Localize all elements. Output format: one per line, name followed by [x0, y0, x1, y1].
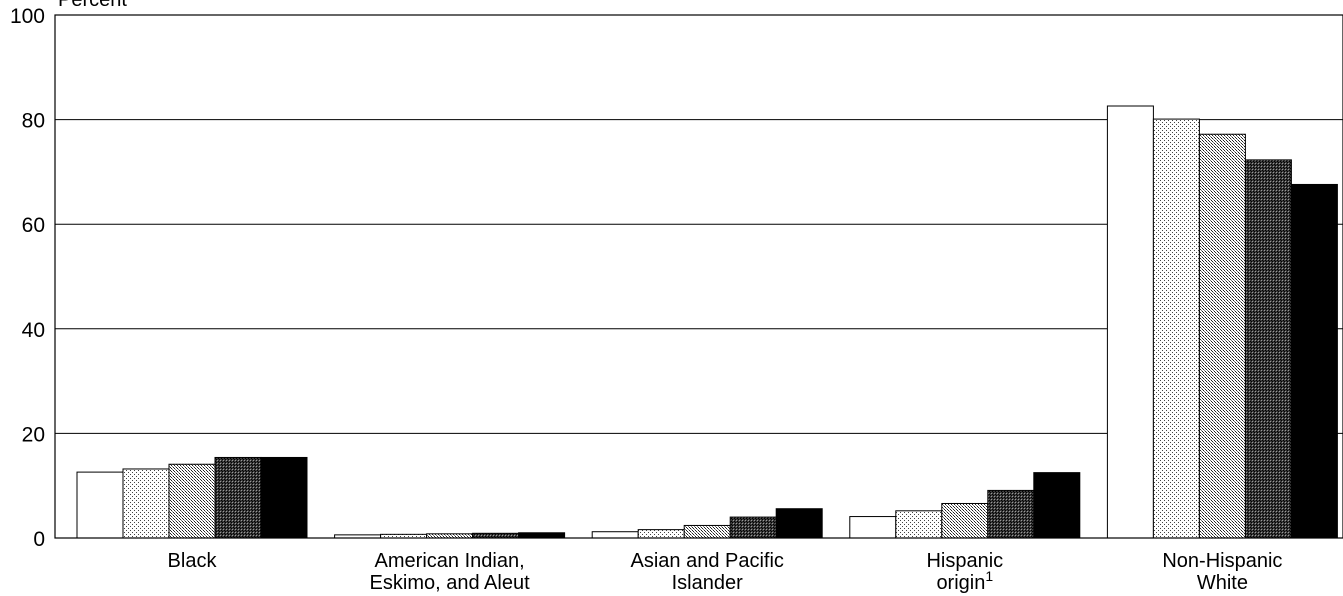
bar — [214, 456, 262, 539]
bar — [1033, 472, 1081, 539]
category-label: Eskimo, and Aleut — [370, 572, 531, 594]
bar — [1198, 133, 1246, 539]
bar — [591, 531, 639, 539]
bars — [76, 105, 1338, 539]
category-label: Black — [168, 550, 218, 572]
bar — [987, 489, 1035, 539]
footnote-marker: 1 — [985, 568, 993, 584]
category-label: White — [1197, 572, 1248, 594]
y-axis-ticks: 0 20 40 60 80 100 — [10, 5, 45, 551]
bar — [260, 456, 308, 539]
category-label: American Indian, — [375, 550, 525, 572]
y-tick-label: 0 — [33, 528, 45, 551]
category-label: Hispanic — [926, 550, 1003, 572]
bar — [849, 516, 897, 539]
bar — [1106, 105, 1154, 539]
bar — [518, 532, 566, 539]
bar — [895, 510, 943, 539]
bar — [637, 529, 685, 539]
y-tick-label: 60 — [22, 214, 45, 237]
bar — [426, 533, 474, 539]
y-axis-label: Percent — [58, 0, 127, 11]
bar — [729, 516, 777, 539]
bar — [1290, 183, 1338, 539]
bar — [941, 502, 989, 539]
y-tick-label: 20 — [22, 423, 45, 446]
bar — [472, 532, 520, 539]
bar — [1244, 159, 1292, 539]
category-label: Islander — [672, 572, 743, 594]
bar — [122, 468, 170, 539]
category-label: Non-Hispanic — [1162, 550, 1282, 572]
bar — [775, 508, 823, 539]
bar — [76, 471, 124, 539]
y-tick-label: 80 — [22, 110, 45, 133]
category-label: Asian and Pacific — [630, 550, 783, 572]
category-labels: Black American Indian,Eskimo, and Aleut As… — [168, 550, 1283, 594]
bar — [683, 524, 731, 539]
y-tick-label: 100 — [10, 5, 45, 28]
bar — [1152, 118, 1200, 539]
plot-frame — [54, 14, 1343, 539]
bar — [168, 463, 216, 539]
y-tick-label: 40 — [22, 319, 45, 342]
category-label: origin1 — [936, 568, 993, 594]
